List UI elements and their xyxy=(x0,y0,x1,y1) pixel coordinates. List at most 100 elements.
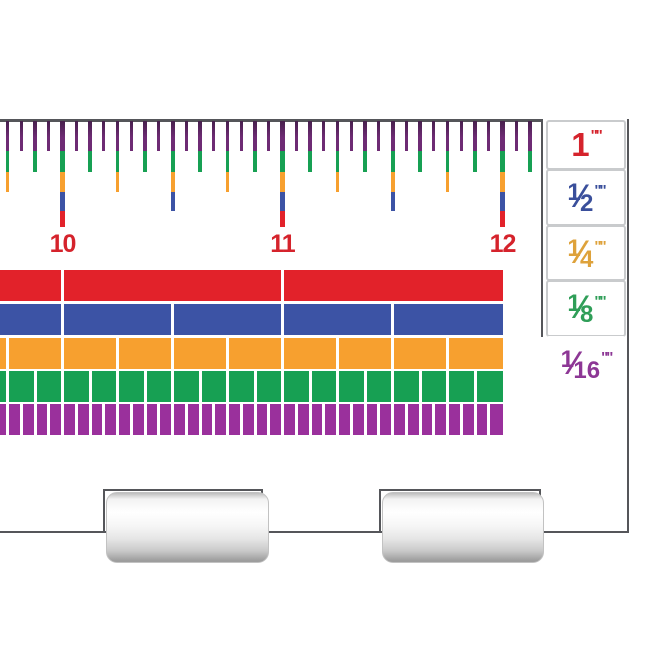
tick-segment-blue xyxy=(280,192,285,211)
tick-segment-green xyxy=(500,151,505,172)
inch-number-12: 12 xyxy=(489,230,517,258)
bar-segment-divider xyxy=(336,404,339,435)
bar-segment-divider xyxy=(473,404,477,435)
eighth-tick xyxy=(253,121,257,172)
bar-segment-divider xyxy=(226,371,229,402)
bar-segment-divider xyxy=(6,371,9,402)
inch-tick xyxy=(280,121,285,227)
eighth-tick xyxy=(88,121,92,172)
tick-segment-tick_purple xyxy=(308,121,312,151)
tick-segment-tick_purple xyxy=(170,121,175,151)
eighth-tick xyxy=(33,121,37,172)
bar-segment-divider xyxy=(363,371,367,402)
tick-segment-tick_purple xyxy=(184,121,188,151)
tick-segment-green xyxy=(363,151,367,172)
bar-segment-divider xyxy=(267,404,271,435)
eighth-tick xyxy=(143,121,147,172)
eighth-tick xyxy=(473,121,477,172)
tick-segment-tick_purple xyxy=(47,121,51,151)
tick-segment-tick_purple xyxy=(363,121,367,151)
bar-segment-divider xyxy=(336,371,339,402)
sixteenth-tick xyxy=(514,121,518,151)
tick-segment-tick_purple xyxy=(280,121,285,151)
half-inch-bar xyxy=(0,304,503,335)
legend-half-inch: 1⁄2"" xyxy=(546,169,626,226)
panel-right-edge-line xyxy=(626,119,629,533)
bar-segment-divider xyxy=(226,338,229,369)
bar-segment-divider xyxy=(391,404,394,435)
tick-segment-tick_purple xyxy=(198,121,202,151)
tick-segment-red xyxy=(280,211,285,227)
tick-segment-green xyxy=(88,151,92,172)
sixteenth-inch-bar xyxy=(0,404,503,435)
sixteenth-tick xyxy=(19,121,23,151)
tick-segment-orange xyxy=(115,172,120,192)
sixteenth-tick xyxy=(377,121,381,151)
tick-segment-tick_purple xyxy=(143,121,147,151)
tick-segment-tick_purple xyxy=(33,121,37,151)
sixteenth-tick xyxy=(74,121,78,151)
bar-segment-divider xyxy=(61,338,64,369)
bar-segment-divider xyxy=(61,304,64,335)
tick-segment-red xyxy=(500,211,505,227)
tick-segment-tick_purple xyxy=(528,121,532,151)
legend-label: 1⁄16"" xyxy=(560,344,614,384)
bar-segment-divider xyxy=(473,371,477,402)
eighth-tick xyxy=(308,121,312,172)
bar-segment-divider xyxy=(391,304,394,335)
bar-segment-divider xyxy=(446,371,449,402)
tick-segment-green xyxy=(115,151,120,172)
tick-segment-green xyxy=(253,151,257,172)
tick-segment-tick_purple xyxy=(129,121,133,151)
tick-segment-tick_purple xyxy=(377,121,381,151)
tick-segment-tick_purple xyxy=(473,121,477,151)
tick-segment-tick_purple xyxy=(487,121,491,151)
bar-segment-divider xyxy=(33,371,37,402)
tick-segment-orange xyxy=(5,172,10,192)
tick-segment-tick_purple xyxy=(404,121,408,151)
sixteenth-tick xyxy=(349,121,353,151)
bar-segment-divider xyxy=(143,371,147,402)
bar-segment-divider xyxy=(281,404,284,435)
sixteenth-tick xyxy=(459,121,463,151)
bar-segment-divider xyxy=(432,404,436,435)
sixteenth-tick xyxy=(212,121,216,151)
tick-segment-tick_purple xyxy=(5,121,10,151)
panel-bottom-edge-line xyxy=(0,530,629,533)
tick-segment-green xyxy=(170,151,175,172)
tick-segment-tick_purple xyxy=(157,121,161,151)
bar-segment-divider xyxy=(212,404,216,435)
tick-segment-tick_purple xyxy=(60,121,65,151)
bar-segment-divider xyxy=(418,371,422,402)
bar-segment-divider xyxy=(487,404,491,435)
tick-segment-tick_purple xyxy=(74,121,78,151)
tick-segment-green xyxy=(225,151,230,172)
bar-segment-divider xyxy=(239,404,243,435)
clip-left-roller xyxy=(106,492,269,563)
bar-segment-divider xyxy=(171,304,174,335)
bar-segment-divider xyxy=(6,404,9,435)
tick-segment-tick_purple xyxy=(390,121,395,151)
tick-segment-green xyxy=(198,151,202,172)
tick-segment-green xyxy=(528,151,532,172)
bar-segment-divider xyxy=(322,404,326,435)
bar-segment-divider xyxy=(129,404,133,435)
tick-segment-green xyxy=(418,151,422,172)
tick-segment-blue xyxy=(170,192,175,211)
bar-segment-divider xyxy=(47,404,51,435)
sixteenth-tick xyxy=(47,121,51,151)
quarter-tick xyxy=(225,121,230,192)
tick-segment-tick_purple xyxy=(322,121,326,151)
tick-segment-blue xyxy=(390,192,395,211)
tick-segment-red xyxy=(60,211,65,227)
bar-segment-divider xyxy=(143,404,147,435)
sixteenth-tick xyxy=(239,121,243,151)
quarter-tick xyxy=(445,121,450,192)
tick-segment-green xyxy=(280,151,285,172)
quarter-tick xyxy=(5,121,10,192)
sixteenth-tick xyxy=(267,121,271,151)
tick-segment-tick_purple xyxy=(115,121,120,151)
tick-segment-tick_purple xyxy=(225,121,230,151)
clip-right-roller xyxy=(382,492,544,563)
